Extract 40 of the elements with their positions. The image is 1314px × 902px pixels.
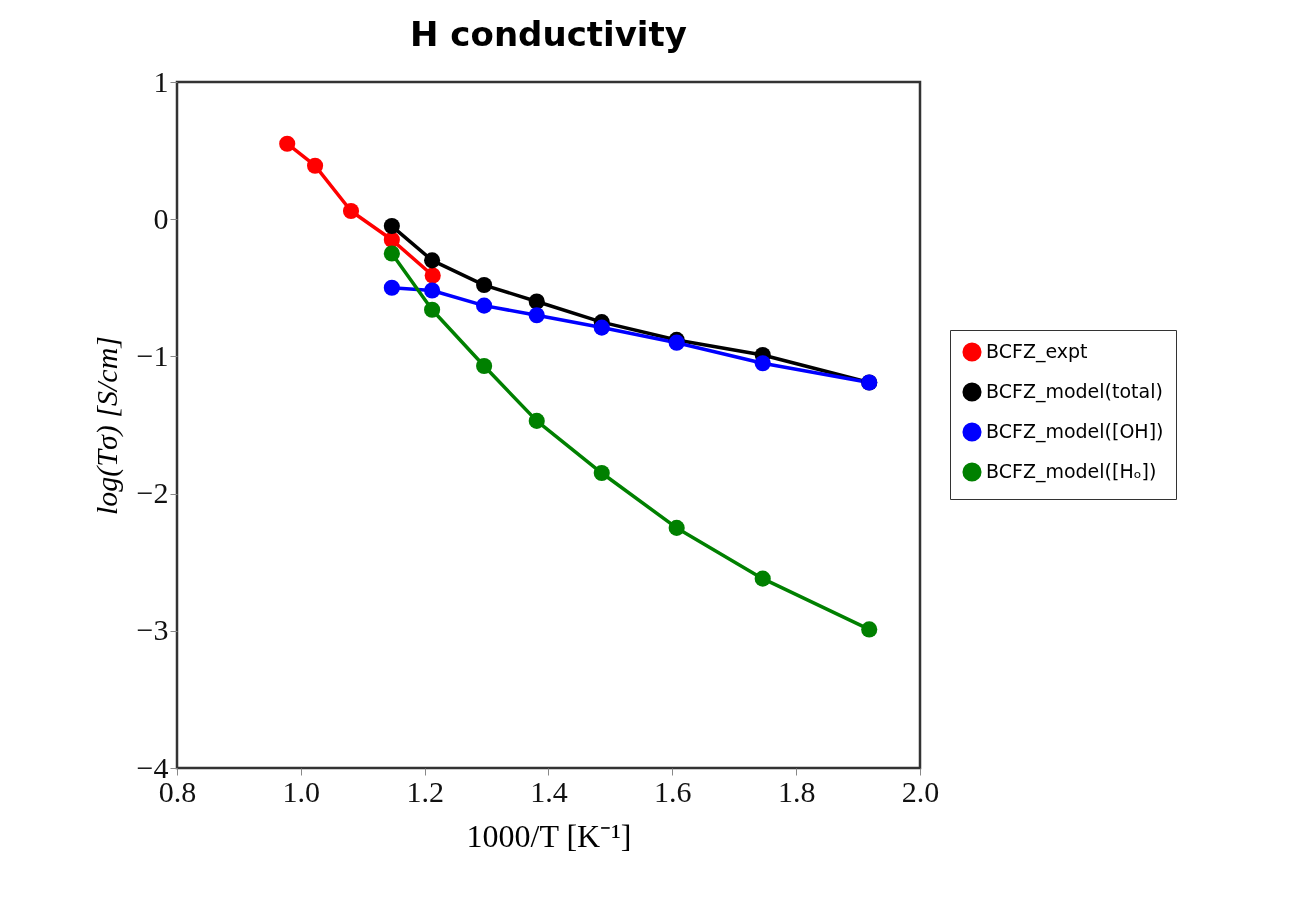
point [476,277,493,294]
x-tick-label: 1.6 [654,774,692,808]
chart-title: H conductivity [410,14,687,54]
point [424,267,441,284]
y-tick-label: 1 [153,64,169,98]
point [593,319,610,336]
legend-label: BCFZ_expt [986,340,1088,363]
legend-label: BCFZ_model([OH]) [986,420,1164,443]
point [528,293,545,310]
point [342,202,360,220]
x-tick-label: 1.8 [777,774,816,808]
legend-label: BCFZ_model(total) [986,380,1163,403]
point [754,570,771,587]
point [593,464,610,482]
x-tick-label: 1.4 [530,774,568,808]
y-axis-title: log(Tσ) [S/cm] [89,336,124,515]
point [424,301,441,318]
point [476,297,493,314]
point [424,282,441,299]
x-axis-title: 1000/T [K⁻¹] [466,817,632,854]
point [383,279,400,296]
point [383,245,400,262]
point [528,412,545,429]
point [476,357,493,375]
point [424,252,441,269]
y-tick-label: −3 [136,613,169,647]
y-tick-label: −1 [136,338,169,372]
point [861,621,878,638]
x-tick-label: 2.0 [901,774,940,808]
legend-label: BCFZ_model([Hₒ]) [986,460,1157,483]
point [668,519,685,536]
point [528,307,545,324]
x-tick-label: 1.0 [282,774,321,808]
point [307,157,324,174]
x-tick-label: 1.2 [406,774,444,808]
point [754,355,771,372]
y-tick-label: 0 [153,201,169,235]
point [383,218,400,235]
point [279,135,296,152]
y-tick-label: −2 [136,476,169,510]
